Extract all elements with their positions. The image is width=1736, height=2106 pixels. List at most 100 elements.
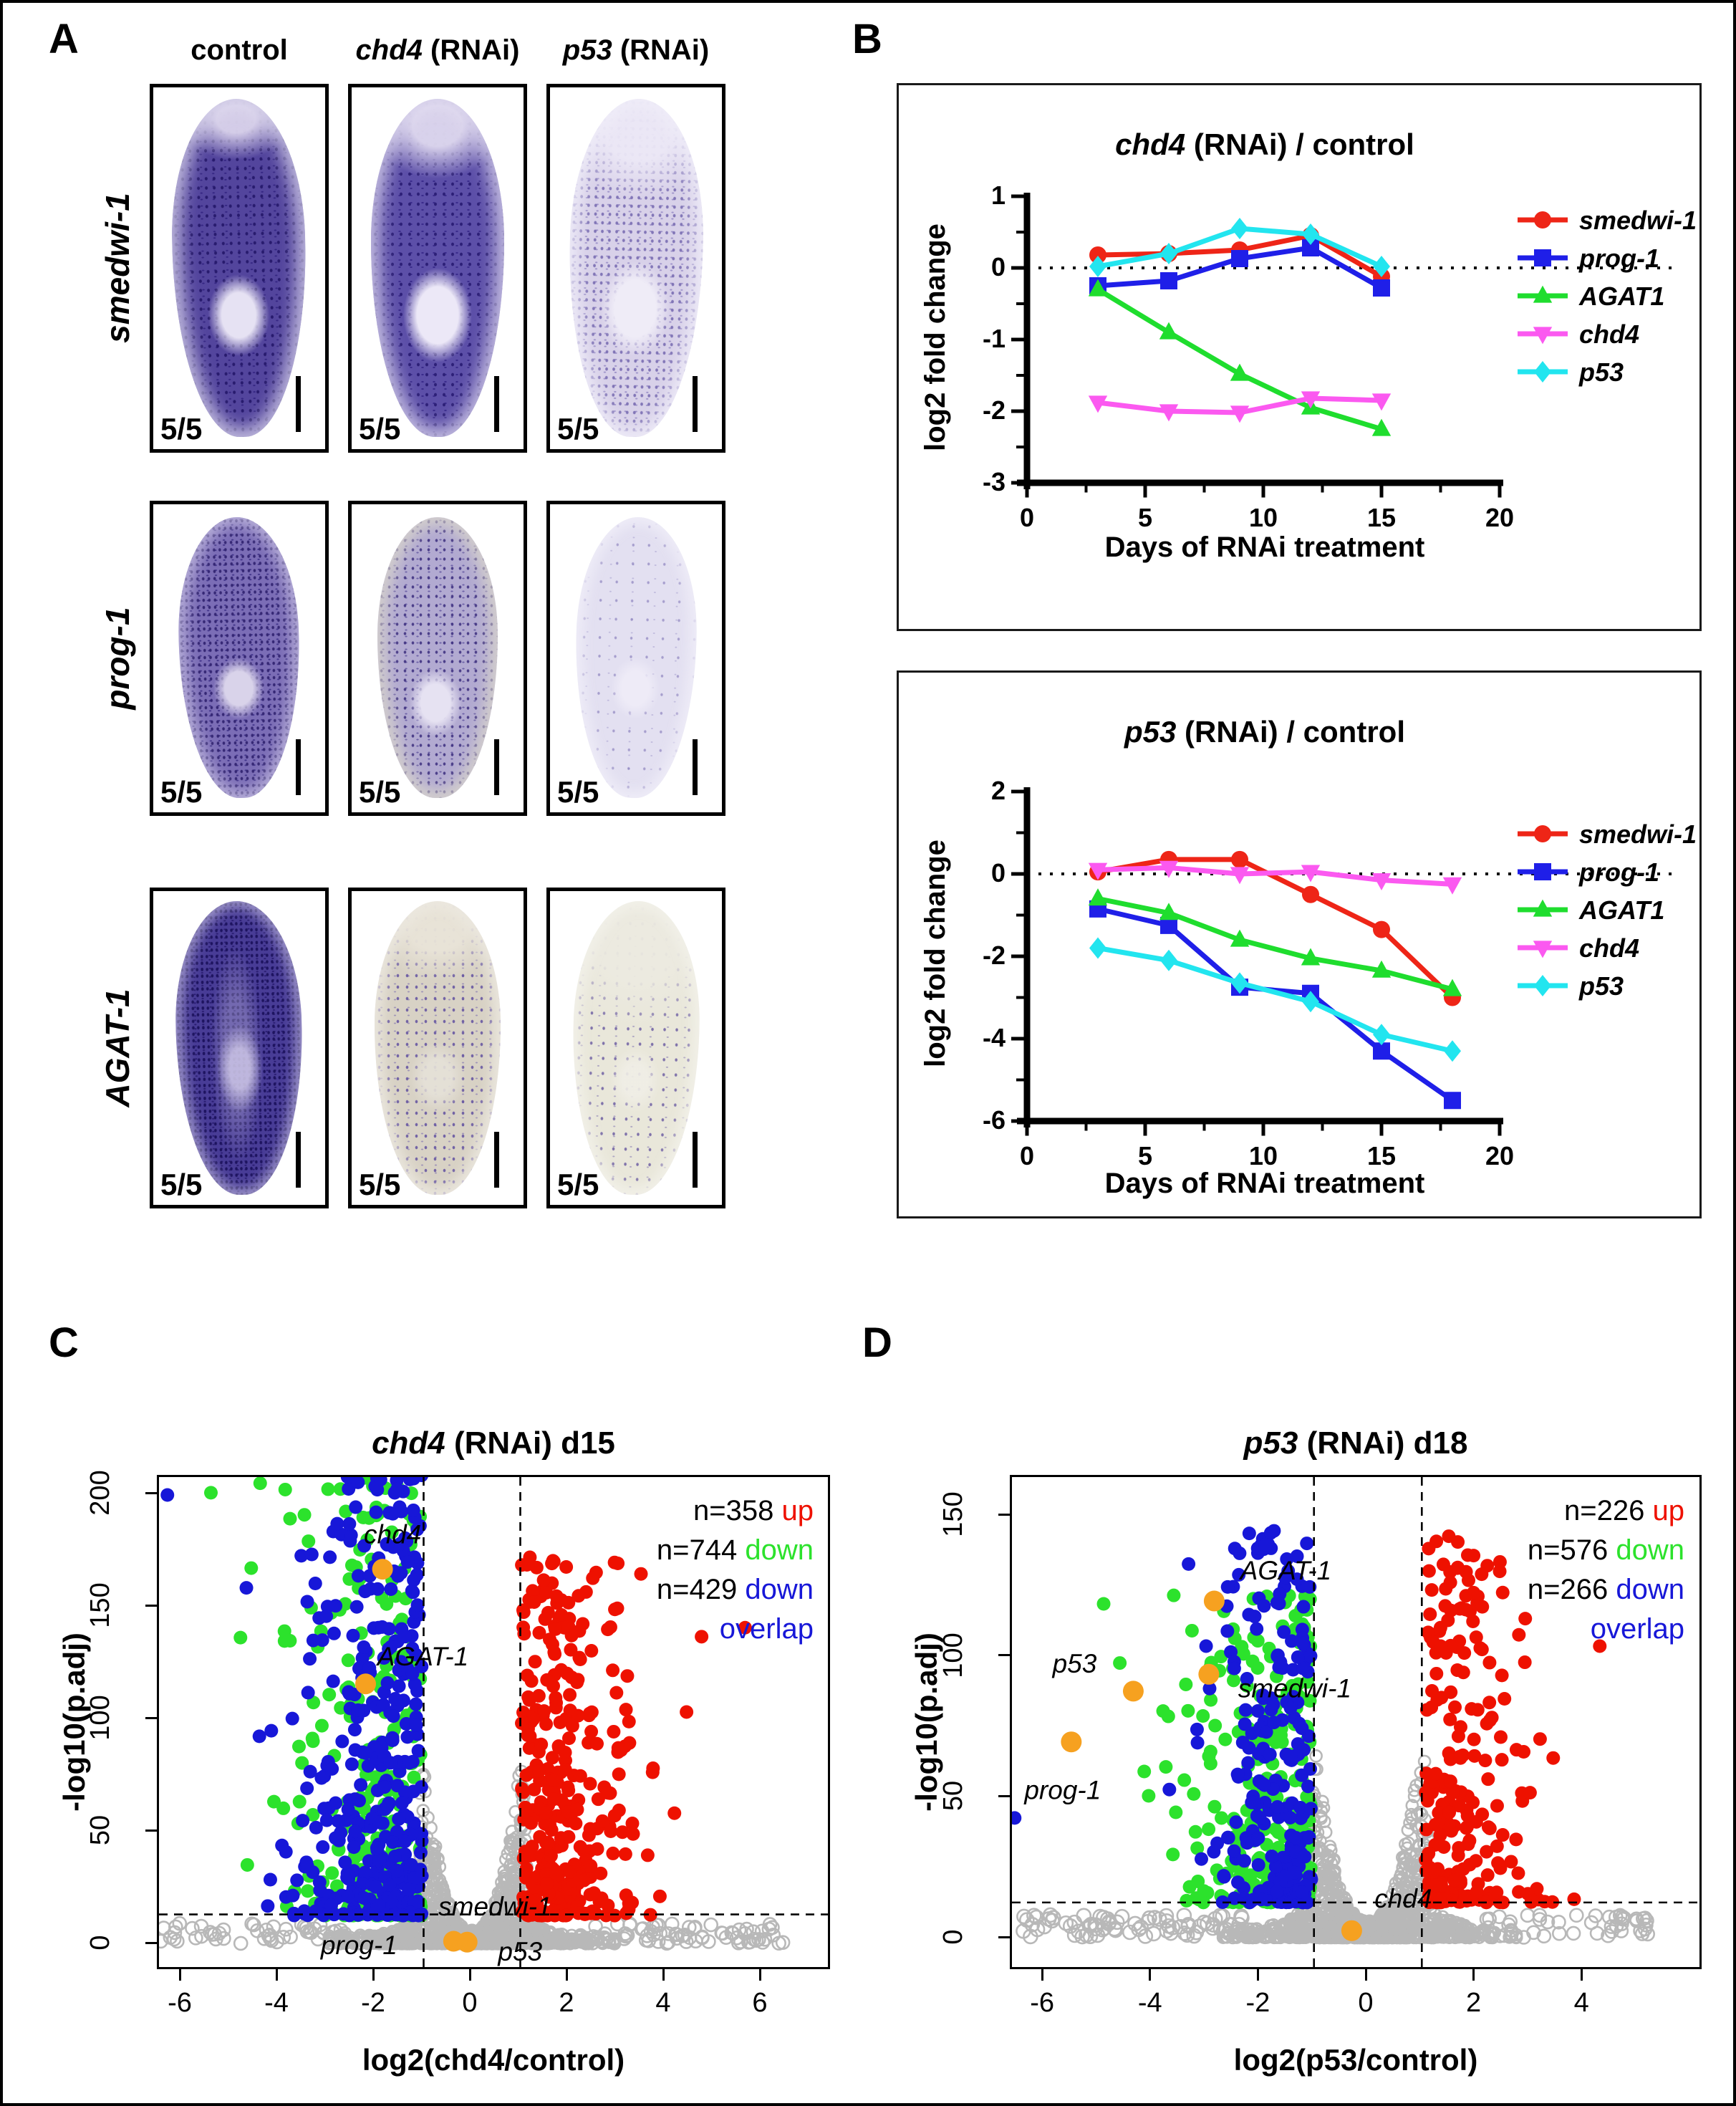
data-point	[279, 1845, 293, 1859]
data-point	[1254, 1893, 1268, 1907]
data-point	[612, 1767, 626, 1782]
data-point	[1295, 1768, 1309, 1782]
data-point	[1442, 1529, 1456, 1544]
data-point-open	[551, 1929, 566, 1943]
data-point	[1240, 1672, 1254, 1686]
data-point-open	[276, 1930, 291, 1945]
x-axis-title-days-bottom: Days of RNAi treatment	[1104, 1168, 1425, 1199]
data-point	[546, 1774, 561, 1788]
series-marker	[1088, 862, 1108, 880]
data-point	[1425, 1683, 1440, 1698]
planarian-worm-image	[572, 516, 700, 799]
data-point	[397, 1785, 412, 1799]
data-point	[564, 1643, 578, 1657]
data-point-open	[1339, 1904, 1353, 1918]
data-point-open	[504, 1888, 518, 1903]
data-point	[539, 1806, 553, 1820]
data-point-open	[1024, 1916, 1041, 1933]
data-point	[160, 1488, 175, 1502]
data-point-open	[757, 1932, 773, 1947]
data-point	[561, 1829, 576, 1844]
data-point	[1248, 1610, 1262, 1624]
data-point	[626, 1827, 640, 1841]
data-point-open	[435, 1902, 448, 1915]
y-tick-label: -3	[982, 467, 1006, 496]
data-point	[1273, 1655, 1288, 1669]
data-point	[738, 1620, 752, 1635]
data-point-open	[1326, 1863, 1341, 1877]
y-tick-label: 0	[85, 1935, 115, 1951]
data-point	[290, 1873, 304, 1888]
data-point	[296, 1814, 310, 1828]
data-point	[244, 1561, 259, 1575]
data-point	[398, 1847, 413, 1862]
data-point	[1196, 1895, 1210, 1910]
data-point	[1437, 1840, 1451, 1854]
data-point-open	[1234, 1910, 1250, 1926]
data-point	[1190, 1736, 1205, 1750]
data-point	[528, 1655, 542, 1669]
data-point-open	[1405, 1799, 1419, 1812]
y-tick-label: -1	[982, 324, 1006, 353]
data-point	[369, 1505, 383, 1519]
y-tick-mark	[145, 1491, 157, 1494]
data-point	[348, 1824, 362, 1839]
data-point	[402, 1883, 416, 1897]
planarian-worm-image	[566, 97, 706, 438]
data-point	[406, 1503, 420, 1517]
data-point	[546, 1792, 561, 1807]
data-point	[1436, 1557, 1450, 1572]
stain-image-cell-r3c2: 5/5	[348, 888, 527, 1208]
data-point-open	[703, 1917, 719, 1933]
data-point	[394, 1655, 408, 1669]
series-marker	[1534, 975, 1551, 996]
data-point	[309, 1820, 323, 1835]
y-tick-mark	[998, 1654, 1010, 1657]
data-point	[1467, 1749, 1482, 1763]
scale-bar	[494, 739, 499, 795]
y-tick-label: 100	[85, 1695, 115, 1741]
x-tick-label: 5	[1137, 503, 1153, 532]
data-point-open	[1434, 1918, 1448, 1932]
data-point	[1202, 1822, 1216, 1837]
data-point	[1272, 1597, 1286, 1611]
legend-row: n=226 up	[1283, 1491, 1684, 1531]
data-point	[1270, 1799, 1285, 1814]
data-point	[680, 1705, 694, 1719]
legend-entry-prog-1: prog-1	[1578, 857, 1659, 887]
data-point	[527, 1595, 541, 1609]
data-point	[317, 1802, 332, 1816]
data-point	[305, 1731, 319, 1746]
data-point	[572, 1589, 586, 1603]
data-point	[301, 1884, 315, 1898]
data-point	[344, 1757, 359, 1771]
data-point	[414, 1780, 428, 1794]
data-point	[536, 1573, 551, 1587]
x-tick-mark	[662, 1969, 665, 1981]
data-point-open	[203, 1925, 218, 1940]
data-point-open	[1379, 1922, 1394, 1936]
data-point-open	[1338, 1898, 1352, 1912]
data-point	[341, 1889, 355, 1903]
data-point	[529, 1893, 544, 1908]
data-point	[1470, 1885, 1484, 1899]
data-point	[372, 1898, 386, 1912]
data-point	[1258, 1537, 1273, 1552]
stain-image-cell-r1c3: 5/5	[546, 84, 725, 453]
data-point	[1518, 1655, 1532, 1670]
data-point	[341, 1653, 355, 1668]
data-point	[584, 1643, 599, 1658]
data-point-open	[185, 1920, 200, 1936]
legend-row: overlap	[413, 1610, 814, 1649]
data-point	[383, 1756, 397, 1770]
data-point	[323, 1550, 337, 1564]
data-point	[351, 1569, 365, 1583]
panel-a-label: A	[49, 16, 79, 62]
scale-bar	[296, 739, 301, 795]
data-point	[652, 1889, 667, 1903]
x-tick-mark	[1472, 1969, 1475, 1981]
data-point	[404, 1857, 418, 1872]
specimen-count-label: 5/5	[359, 775, 401, 809]
series-marker	[1373, 256, 1390, 277]
legend-entry-AGAT1: AGAT1	[1578, 282, 1664, 311]
